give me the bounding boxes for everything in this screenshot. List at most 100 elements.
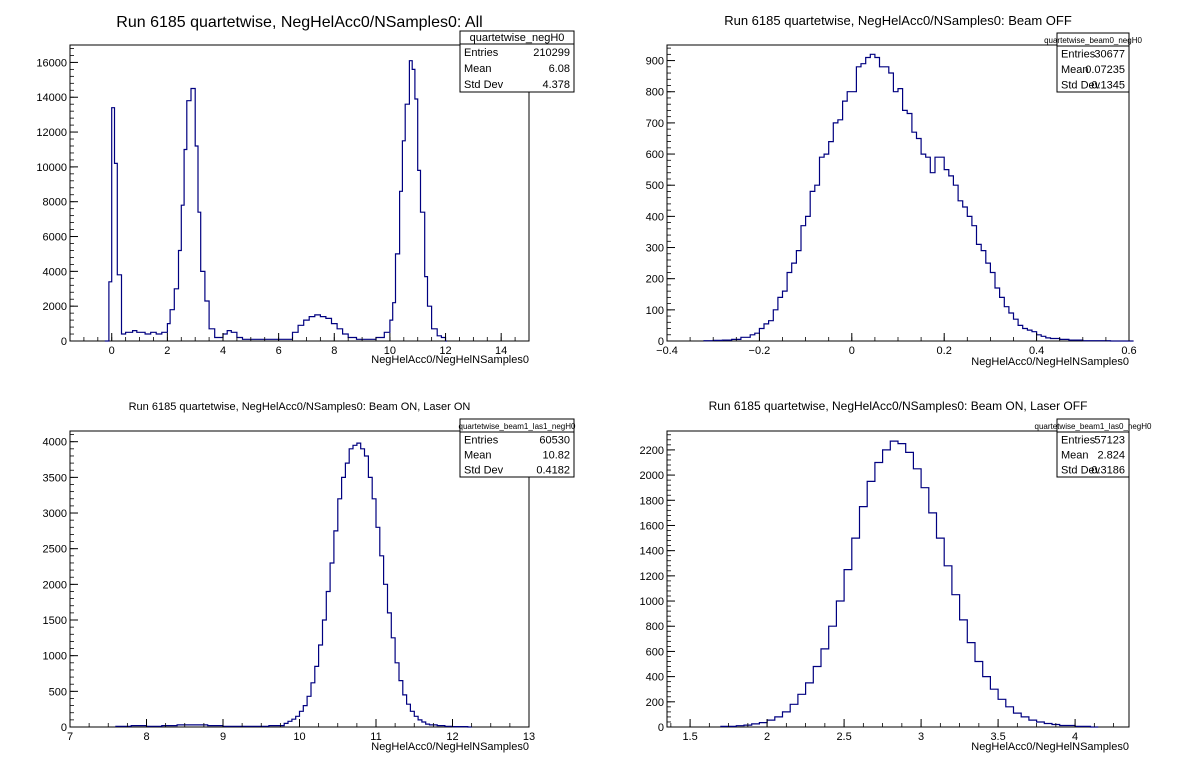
y-tick-label: 4000 [43,266,67,278]
histogram-panel-2: Run 6185 quartetwise, NegHelAcc0/NSample… [646,13,1143,368]
stats-value-std-dev: 0.3186 [1091,465,1125,477]
x-tick-label: 2.5 [836,731,851,743]
y-tick-label: 900 [646,56,664,68]
x-axis-label: NegHelAcc0/NegHelNSamples0 [971,741,1129,753]
y-tick-label: 400 [646,211,664,223]
plot-frame [69,44,530,342]
y-tick-label: 500 [646,180,664,192]
y-tick-label: 100 [646,305,664,317]
x-tick-label: 0 [109,345,115,357]
y-tick-label: 200 [646,697,664,709]
y-tick-label: 16000 [36,57,67,69]
stats-value-entries: 57123 [1094,435,1125,447]
stats-box-name: quartetwise_beam0_negH0 [1044,36,1142,45]
histogram-panel-3: Run 6185 quartetwise, NegHelAcc0/NSample… [43,401,577,753]
x-tick-label: 6 [276,345,282,357]
stats-label-entries: Entries [1061,49,1096,61]
stats-value-entries: 210299 [533,47,570,59]
chart-title: Run 6185 quartetwise, NegHelAcc0/NSample… [116,14,482,31]
stats-value-mean: 2.824 [1097,450,1125,462]
y-tick-label: 14000 [36,92,67,104]
stats-box-frame [1056,418,1130,478]
stats-box: quartetwise_negH0 Entries 210299 Mean 6.08 St… [459,30,575,93]
y-tick-label: 800 [646,621,664,633]
y-tick-label: 2000 [43,579,67,591]
x-tick-label: 9 [220,731,226,743]
stats-value-mean: 0.07235 [1085,64,1125,76]
x-tick-label: 1.5 [682,731,697,743]
chart-title: Run 6185 quartetwise, NegHelAcc0/NSample… [129,401,471,413]
stats-label-entries: Entries [464,47,499,59]
histogram-line [703,53,1134,342]
stats-box-frame [459,30,575,93]
y-tick-label: 200 [646,274,664,286]
stats-label-std-dev: Std Dev [1061,465,1101,477]
histogram-line [115,442,472,728]
stats-box-name: quartetwise_beam1_las0_negH0 [1035,422,1153,431]
x-tick-label: 0.4 [1029,345,1044,357]
histogram-panel-1: Run 6185 quartetwise, NegHelAcc0/NSample… [36,14,575,366]
stats-box-name: quartetwise_beam1_las1_negH0 [459,422,577,431]
histogram-line [720,440,1099,728]
stats-label-mean: Mean [1061,64,1089,76]
x-axis-label: NegHelAcc0/NegHelNSamples0 [971,356,1129,368]
x-tick-label: 12 [439,345,451,357]
y-tick-label: 1800 [640,495,664,507]
stats-box: quartetwise_beam0_negH0 Entries 30677 Mean0… [1044,32,1142,93]
x-tick-label: 0.2 [937,345,952,357]
x-tick-label: 0.6 [1121,345,1136,357]
y-tick-label: 3500 [43,472,67,484]
y-tick-label: 1000 [43,651,67,663]
chart-title: Run 6185 quartetwise, NegHelAcc0/NSample… [709,399,1088,413]
x-tick-label: 3.5 [990,731,1005,743]
y-tick-label: 400 [646,672,664,684]
stats-label-mean: Mean [464,63,492,75]
x-tick-label: 0 [849,345,855,357]
x-tick-label: 10 [293,731,305,743]
stats-box-frame [1056,32,1130,93]
histogram-line [104,60,447,342]
stats-value-entries: 30677 [1094,49,1125,61]
stats-label-entries: Entries [464,435,499,447]
x-tick-label: 4 [1072,731,1078,743]
y-tick-label: 8000 [43,197,67,209]
stats-box: quartetwise_beam1_las1_negH0 Entries 60530… [459,418,577,478]
stats-box-name: quartetwise_negH0 [470,32,565,44]
stats-value-mean: 10.82 [542,450,570,462]
histogram-panel-4: Run 6185 quartetwise, NegHelAcc0/NSample… [640,399,1153,753]
x-tick-label: −0.4 [656,345,678,357]
y-tick-label: 2500 [43,544,67,556]
stats-label-std-dev: Std Dev [1061,79,1101,91]
y-tick-label: 2000 [640,470,664,482]
y-tick-label: 4000 [43,437,67,449]
y-tick-label: 1200 [640,571,664,583]
y-tick-label: 0 [61,722,67,734]
y-tick-label: 600 [646,149,664,161]
x-tick-label: 10 [384,345,396,357]
x-tick-label: 2 [764,731,770,743]
y-tick-label: 10000 [36,162,67,174]
y-tick-label: 300 [646,243,664,255]
y-tick-label: 3000 [43,508,67,520]
stats-label-entries: Entries [1061,435,1096,447]
stats-label-std-dev: Std Dev [464,79,504,91]
x-tick-label: 7 [67,731,73,743]
x-tick-label: 14 [495,345,507,357]
stats-box-frame [459,418,575,478]
y-tick-label: 500 [49,686,67,698]
plot-frame [666,430,1130,728]
stats-value-std-dev: 4.378 [542,79,570,91]
stats-value-std-dev: 0.4182 [536,465,570,477]
y-tick-label: 0 [61,336,67,348]
x-tick-label: −0.2 [749,345,771,357]
y-tick-label: 2200 [640,445,664,457]
y-tick-label: 800 [646,87,664,99]
stats-label-mean: Mean [1061,450,1089,462]
y-tick-label: 1000 [640,596,664,608]
x-tick-label: 8 [331,345,337,357]
y-tick-label: 1400 [640,546,664,558]
x-axis-label: NegHelAcc0/NegHelNSamples0 [371,354,529,366]
y-tick-label: 1500 [43,615,67,627]
x-tick-label: 2 [164,345,170,357]
